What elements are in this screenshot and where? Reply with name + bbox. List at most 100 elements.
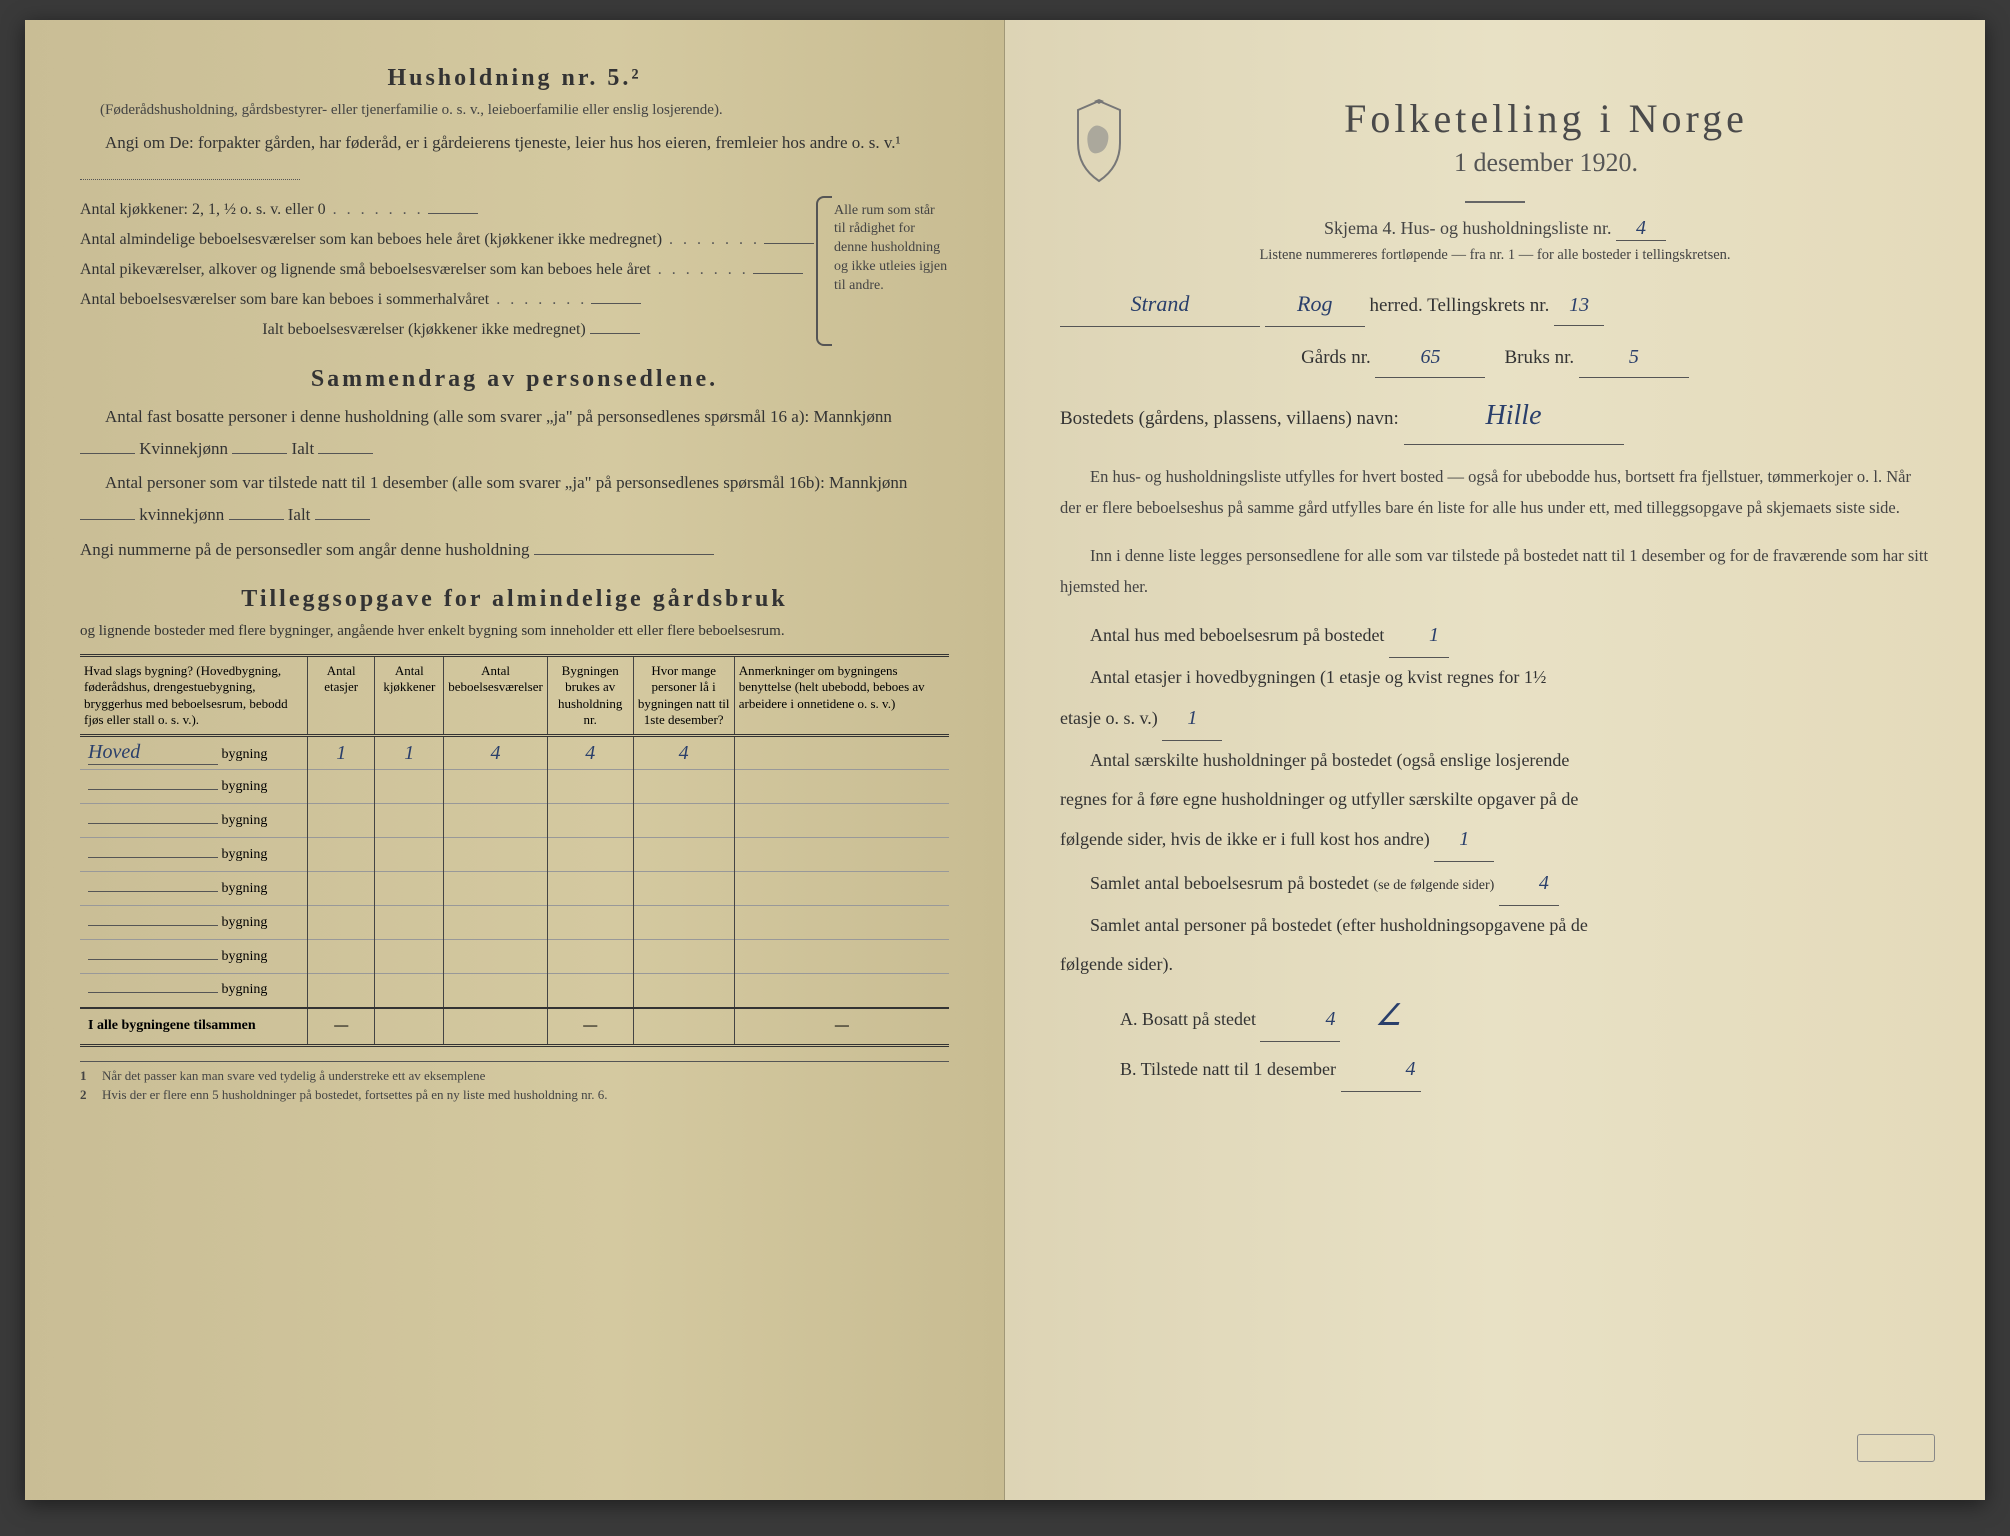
summary-title: Sammendrag av personsedlene. [80,366,949,393]
right-page: Folketelling i Norge 1 desember 1920. Sk… [1005,20,1985,1500]
row-cell-hushold: 4 [547,736,633,770]
row-cell-anm [734,770,949,804]
row-cell-etasjer: 1 [307,736,374,770]
row-cell-etasjer [307,804,374,838]
norway-crest-icon [1060,95,1138,187]
row-cell-kjokkener [375,770,444,804]
row-cell-anm [734,872,949,906]
table-row: bygning [80,974,949,1008]
row-cell-hushold [547,906,633,940]
row-cell-personer [633,804,734,838]
row-type-cell: bygning [80,940,307,974]
row-type-cell: bygning [80,872,307,906]
row-cell-kjokkener [375,804,444,838]
explain-2: Inn i denne liste legges personsedlene f… [1060,540,1930,603]
footnote-1: 1 Når det passer kan man svare ved tydel… [80,1068,949,1084]
kitchen-count-line: Antal kjøkkener: 2, 1, ½ o. s. v. eller … [80,196,822,224]
tillegg-subtitle: og lignende bosteder med flere bygninger… [80,621,949,642]
row-cell-kjokkener [375,872,444,906]
row-cell-etasjer [307,838,374,872]
qB-value: 4 [1341,1048,1421,1092]
footer-dash-1: — [307,1008,374,1044]
row-cell-hushold [547,804,633,838]
bruks-nr: 5 [1579,337,1689,378]
row-cell-hushold [547,838,633,872]
angi-om-text: Angi om De: forpakter gården, har føderå… [105,133,901,152]
q4-line: Samlet antal beboelsesrum på bostedet (s… [1060,862,1930,906]
summary-line-3: Angi nummerne på de personsedler som ang… [80,534,949,566]
row-cell-etasjer [307,906,374,940]
row-cell-kjokkener [375,974,444,1008]
explain-1: En hus- og husholdningsliste utfylles fo… [1060,461,1930,524]
summary-line-2: Antal personer som var tilstede natt til… [80,467,949,532]
building-table-wrap: Hvad slags bygning? (Hovedbygning, føder… [80,654,949,1047]
row-cell-kjokkener [375,906,444,940]
q2-line-b: etasje o. s. v.) 1 [1060,697,1930,741]
row-cell-anm [734,974,949,1008]
list-note: Listene nummereres fortløpende — fra nr.… [1060,247,1930,264]
th-kjokkener: Antal kjøkkener [375,657,444,736]
row-cell-etasjer [307,872,374,906]
row-cell-kjokkener [375,838,444,872]
brace-note: Alle rum som står til rådighet for denne… [834,196,949,346]
footer-label: I alle bygningene tilsammen [80,1008,307,1044]
q3-line-b: regnes for å føre egne husholdninger og … [1060,780,1930,819]
row-cell-personer [633,940,734,974]
table-row: bygning [80,838,949,872]
row-cell-vaerelser: 4 [444,736,548,770]
herred-line: Strand Rog herred. Tellingskrets nr. 13 [1060,282,1930,327]
row-cell-etasjer [307,974,374,1008]
bosted-line: Bostedets (gårdens, plassens, villaens) … [1060,388,1930,445]
footnotes: 1 Når det passer kan man svare ved tydel… [80,1061,949,1103]
angi-fill [80,179,300,180]
row-cell-vaerelser [444,906,548,940]
row-cell-anm [734,736,949,770]
tellingskrets-nr: 13 [1554,285,1604,326]
census-date: 1 desember 1920. [1162,148,1930,178]
row-cell-personer [633,872,734,906]
th-type: Hvad slags bygning? (Hovedbygning, føder… [80,657,307,736]
th-anm: Anmerkninger om bygningens benyttelse (h… [734,657,949,736]
qA-line: A. Bosatt på stedet 4 ∠ [1060,984,1930,1049]
document-spread: Husholdning nr. 5.² (Føderådshusholdning… [25,20,1985,1500]
row-type-cell: bygning [80,974,307,1008]
title-row: Folketelling i Norge 1 desember 1920. [1060,95,1930,187]
herred-value: Strand [1060,282,1260,327]
building-table: Hvad slags bygning? (Hovedbygning, føder… [80,657,949,1044]
row-cell-hushold [547,770,633,804]
row-type-cell: bygning [80,804,307,838]
footer-cell-5 [633,1008,734,1044]
q4-value: 4 [1499,862,1559,906]
table-row: bygning [80,804,949,838]
row-cell-anm [734,940,949,974]
th-vaerelser: Antal beboelsesværelser [444,657,548,736]
angi-om-line: Angi om De: forpakter gården, har føderå… [80,127,949,192]
row-type-cell: Hoved bygning [80,736,307,770]
left-page: Husholdning nr. 5.² (Føderådshusholdning… [25,20,1005,1500]
q3-line-c: følgende sider, hvis de ikke er i full k… [1060,818,1930,862]
row-cell-etasjer [307,940,374,974]
check-mark-icon: ∠ [1375,999,1402,1032]
row-cell-hushold [547,872,633,906]
skjema-nr-value: 4 [1616,217,1666,241]
footer-cell-3 [444,1008,548,1044]
footer-dash-2: — [547,1008,633,1044]
row-cell-anm [734,838,949,872]
row-cell-hushold [547,940,633,974]
kitchen-count-text: Antal kjøkkener: 2, 1, ½ o. s. v. eller … [80,201,326,218]
q5-line-b: følgende sider). [1060,945,1930,984]
fylke-value: Rog [1265,282,1365,327]
row-cell-personer: 4 [633,736,734,770]
footer-dash-3: — [734,1008,949,1044]
row-cell-personer [633,770,734,804]
row-cell-hushold [547,974,633,1008]
kitchen-total-line: Ialt beboelsesværelser (kjøkkener ikke m… [80,316,822,344]
table-row: bygning [80,940,949,974]
q2-line-a: Antal etasjer i hovedbygningen (1 etasje… [1060,658,1930,697]
table-footer-row: I alle bygningene tilsammen — — — [80,1008,949,1044]
kitchen-count-fill [428,213,478,214]
row-cell-vaerelser [444,974,548,1008]
bosted-value: Hille [1404,388,1624,445]
left-subtitle: (Føderådshusholdning, gårdsbestyrer- ell… [80,100,949,121]
gard-nr: 65 [1375,337,1485,378]
